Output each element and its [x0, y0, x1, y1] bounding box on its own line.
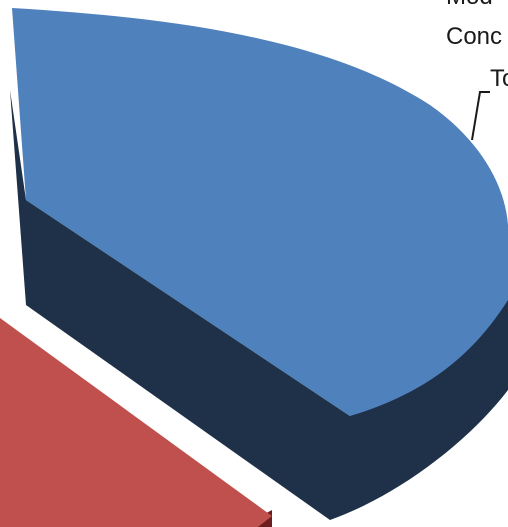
slice-label-line-3: To — [490, 65, 508, 92]
pie-slice-blue[interactable] — [10, 8, 508, 520]
slice-label-leader — [471, 91, 490, 141]
pie-slice-blue-top — [12, 8, 508, 416]
pie-slice-red[interactable] — [0, 318, 272, 527]
slice-label-line-2: Conc — [446, 23, 502, 50]
pie-slice-red-top — [0, 318, 272, 527]
slice-label-line-1: Mod — [446, 0, 493, 10]
pie-slice-blue-side — [10, 90, 508, 520]
